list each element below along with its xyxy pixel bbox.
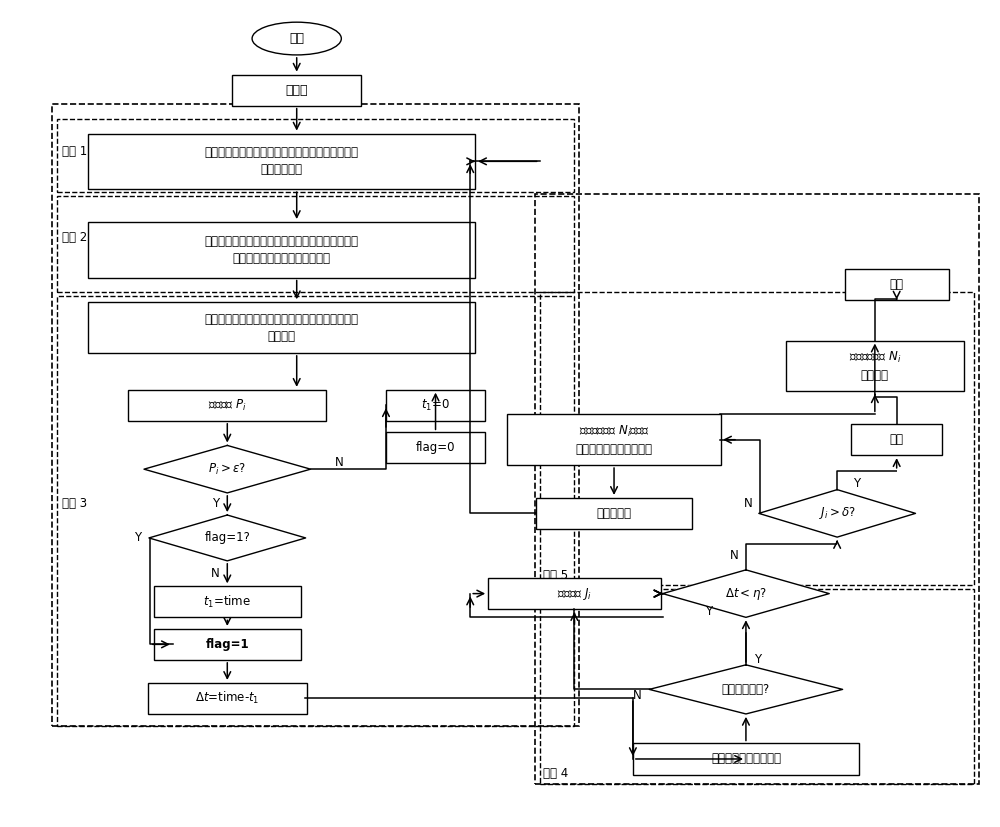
Text: Y: Y: [212, 497, 219, 510]
FancyBboxPatch shape: [148, 683, 307, 714]
Text: 步骤 3: 步骤 3: [62, 497, 87, 510]
FancyBboxPatch shape: [154, 629, 301, 660]
Text: N: N: [744, 497, 752, 510]
Text: 断开光伏支路 $N_i$
的断路器: 断开光伏支路 $N_i$ 的断路器: [849, 350, 901, 382]
Text: 电弧事件发生?: 电弧事件发生?: [722, 683, 770, 696]
FancyBboxPatch shape: [128, 390, 326, 421]
FancyBboxPatch shape: [88, 133, 475, 189]
Text: N: N: [632, 690, 641, 702]
Text: 采集各个光伏支路的电流值和同一时刻的逆变器直
流侧输入电压: 采集各个光伏支路的电流值和同一时刻的逆变器直 流侧输入电压: [205, 146, 359, 176]
Text: 将支路电流值代入光伏组串的数学模型中得到各个
光伏支路中所有组件输出总电压: 将支路电流值代入光伏组串的数学模型中得到各个 光伏支路中所有组件输出总电压: [205, 235, 359, 265]
FancyBboxPatch shape: [786, 341, 964, 391]
Text: Y: Y: [853, 476, 861, 490]
FancyBboxPatch shape: [488, 578, 661, 609]
Text: N: N: [211, 566, 220, 580]
Text: 结束: 结束: [890, 278, 904, 290]
Text: 开始: 开始: [289, 32, 304, 45]
FancyBboxPatch shape: [386, 390, 485, 421]
Text: 步骤 2: 步骤 2: [62, 231, 87, 244]
Polygon shape: [144, 446, 311, 493]
Text: $J_i > \delta$?: $J_i > \delta$?: [819, 505, 856, 521]
Text: 光伏阵列的输出电压与各个光伏支路中所有组件总
电压的差: 光伏阵列的输出电压与各个光伏支路中所有组件总 电压的差: [205, 313, 359, 342]
Text: flag=1?: flag=1?: [204, 532, 250, 544]
Polygon shape: [759, 490, 916, 537]
Text: flag=1: flag=1: [205, 638, 249, 651]
Text: 初始化: 初始化: [285, 84, 308, 97]
Text: flag=0: flag=0: [416, 442, 455, 454]
FancyBboxPatch shape: [851, 424, 942, 455]
FancyBboxPatch shape: [154, 586, 301, 617]
Text: 指示灯提示: 指示灯提示: [597, 507, 632, 520]
Text: $P_i > \varepsilon$?: $P_i > \varepsilon$?: [208, 461, 246, 476]
Text: $\Delta t < \eta$?: $\Delta t < \eta$?: [725, 586, 767, 601]
Text: 计算功率 $P_i$: 计算功率 $P_i$: [208, 398, 247, 413]
FancyBboxPatch shape: [536, 498, 692, 529]
FancyBboxPatch shape: [845, 269, 949, 299]
Text: 传导干扰共模电流检测: 传导干扰共模电流检测: [711, 753, 781, 766]
Text: 断开光伏支路 $N_i$的断路
器，故障消失后自动复位: 断开光伏支路 $N_i$的断路 器，故障消失后自动复位: [576, 423, 653, 456]
Text: 计算能量 $J_i$: 计算能量 $J_i$: [557, 586, 592, 601]
FancyBboxPatch shape: [633, 743, 859, 775]
Polygon shape: [149, 515, 306, 561]
FancyBboxPatch shape: [507, 414, 721, 465]
Text: $t_1$=0: $t_1$=0: [421, 398, 450, 413]
Text: $t_1$=time: $t_1$=time: [203, 594, 251, 609]
Polygon shape: [649, 665, 843, 714]
Text: 步骤 5: 步骤 5: [543, 569, 568, 582]
Text: 步骤 1: 步骤 1: [62, 145, 87, 158]
FancyBboxPatch shape: [386, 433, 485, 463]
Text: N: N: [730, 549, 738, 562]
Text: 报警: 报警: [890, 433, 904, 447]
FancyBboxPatch shape: [88, 222, 475, 278]
Text: 步骤 4: 步骤 4: [543, 767, 568, 780]
FancyBboxPatch shape: [88, 302, 475, 353]
Text: Y: Y: [754, 653, 761, 666]
Polygon shape: [663, 570, 829, 617]
Text: N: N: [335, 457, 344, 469]
Ellipse shape: [252, 22, 341, 55]
Text: Y: Y: [705, 605, 712, 618]
FancyBboxPatch shape: [232, 74, 361, 106]
Text: Y: Y: [134, 532, 142, 544]
Text: $\Delta t$=time-$t_1$: $\Delta t$=time-$t_1$: [195, 691, 259, 706]
